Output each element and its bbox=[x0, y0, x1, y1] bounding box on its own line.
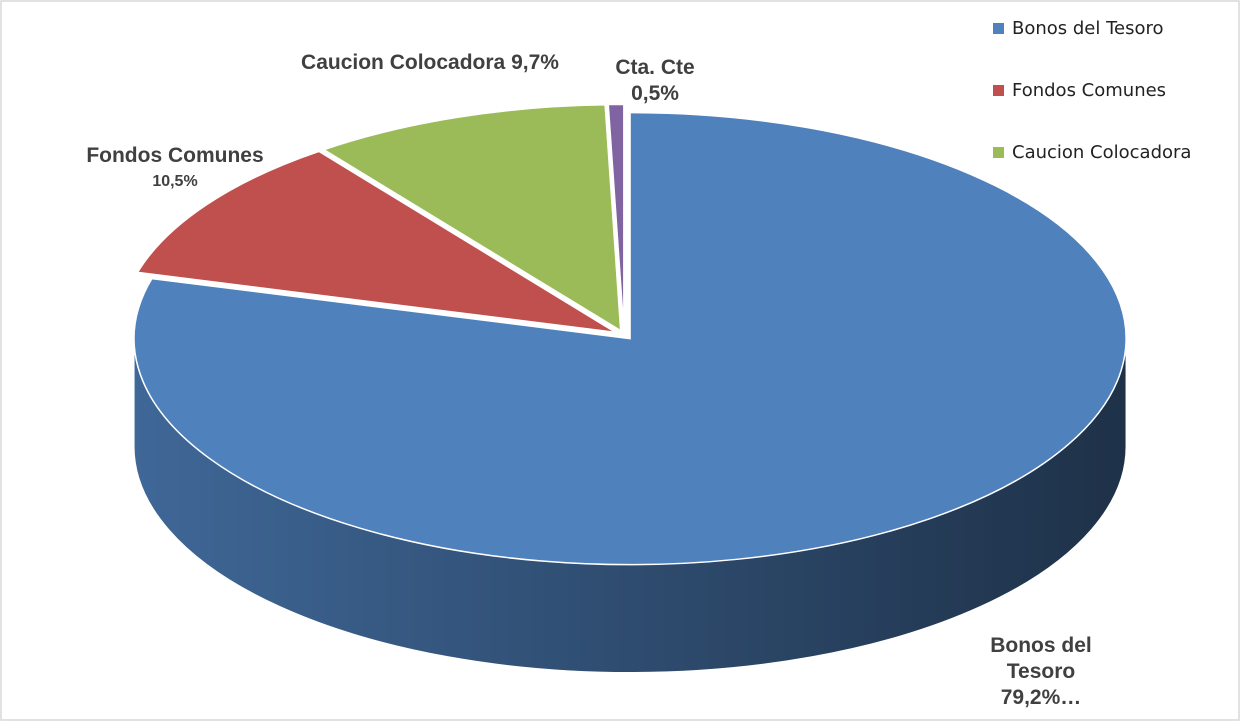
data-label: Fondos Comunes 10,5% bbox=[30, 143, 320, 195]
data-label-name: Fondos Comunes bbox=[86, 144, 264, 167]
legend-entry: Fondos Comunes bbox=[993, 80, 1166, 101]
legend-entry: Bonos del Tesoro bbox=[993, 18, 1164, 39]
pie-slice bbox=[133, 111, 1127, 566]
pie-slice bbox=[322, 104, 622, 333]
data-label: Cta. Cte 0,5% bbox=[595, 55, 715, 107]
pie-slice bbox=[136, 150, 617, 334]
data-label: Caucion Colocadora 9,7% bbox=[300, 50, 560, 76]
data-label-name: Bonos del Tesoro bbox=[990, 634, 1092, 683]
data-label-value: 79,2%… bbox=[1000, 686, 1082, 709]
data-label-value: 0,5% bbox=[631, 82, 679, 105]
pie-slice bbox=[607, 103, 625, 331]
legend-label: Bonos del Tesoro bbox=[1012, 18, 1164, 39]
data-label-value: 9,7% bbox=[511, 51, 559, 74]
legend-swatch bbox=[993, 147, 1004, 158]
legend-label: Fondos Comunes bbox=[1012, 80, 1167, 101]
data-label-name: Cta. Cte bbox=[615, 56, 695, 79]
data-label-name: Caucion Colocadora bbox=[301, 51, 506, 74]
legend-label: Caucion Colocadora bbox=[1012, 142, 1192, 163]
data-label: Bonos del Tesoro 79,2%… bbox=[966, 633, 1116, 711]
legend-swatch bbox=[993, 85, 1004, 96]
legend-swatch bbox=[993, 23, 1004, 34]
legend-entry: Caucion Colocadora bbox=[993, 142, 1191, 163]
data-label-value: 10,5% bbox=[152, 173, 198, 190]
